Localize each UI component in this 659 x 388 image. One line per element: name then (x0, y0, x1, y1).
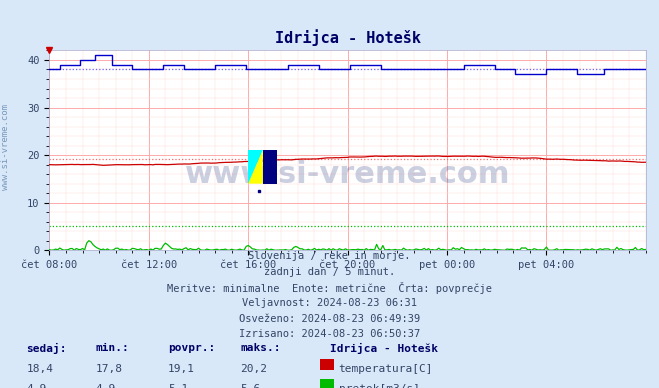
Text: temperatura[C]: temperatura[C] (339, 364, 433, 374)
Text: maks.:: maks.: (241, 343, 281, 353)
Text: zadnji dan / 5 minut.: zadnji dan / 5 minut. (264, 267, 395, 277)
Text: 5,6: 5,6 (241, 384, 261, 388)
Title: Idrijca - Hotešk: Idrijca - Hotešk (275, 29, 420, 47)
Polygon shape (263, 151, 277, 184)
Text: 18,4: 18,4 (26, 364, 53, 374)
Text: www.si-vreme.com: www.si-vreme.com (185, 160, 510, 189)
Text: pretok[m3/s]: pretok[m3/s] (339, 384, 420, 388)
Text: min.:: min.: (96, 343, 129, 353)
Text: povpr.:: povpr.: (168, 343, 215, 353)
Text: Osveženo: 2024-08-23 06:49:39: Osveženo: 2024-08-23 06:49:39 (239, 314, 420, 324)
Text: Idrijca - Hotešk: Idrijca - Hotešk (330, 343, 438, 354)
Text: Izrisano: 2024-08-23 06:50:37: Izrisano: 2024-08-23 06:50:37 (239, 329, 420, 339)
Text: 17,8: 17,8 (96, 364, 123, 374)
Text: 19,1: 19,1 (168, 364, 195, 374)
Text: Veljavnost: 2024-08-23 06:31: Veljavnost: 2024-08-23 06:31 (242, 298, 417, 308)
Text: Meritve: minimalne  Enote: metrične  Črta: povprečje: Meritve: minimalne Enote: metrične Črta:… (167, 282, 492, 294)
Text: Slovenija / reke in morje.: Slovenija / reke in morje. (248, 251, 411, 262)
Text: www.si-vreme.com: www.si-vreme.com (1, 104, 10, 191)
Polygon shape (248, 151, 263, 184)
Text: 4,9: 4,9 (96, 384, 116, 388)
Text: 4,9: 4,9 (26, 384, 47, 388)
Text: sedaj:: sedaj: (26, 343, 67, 354)
Text: 5,1: 5,1 (168, 384, 188, 388)
Polygon shape (248, 151, 263, 184)
Text: 20,2: 20,2 (241, 364, 268, 374)
